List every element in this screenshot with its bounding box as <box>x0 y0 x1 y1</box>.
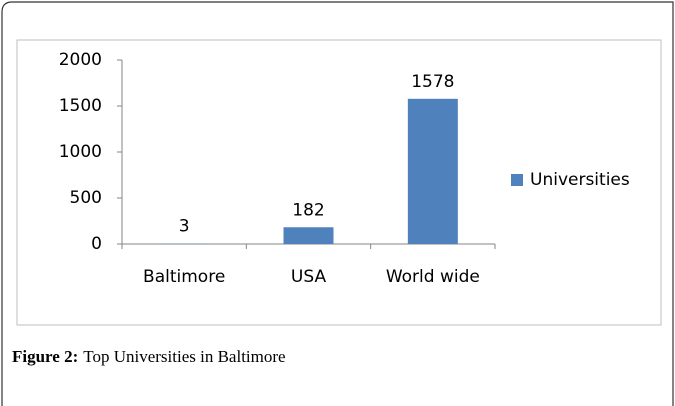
y-tick-label: 1000 <box>59 142 102 162</box>
bar <box>283 227 334 244</box>
chart-frame <box>16 39 662 326</box>
x-tick-label: Baltimore <box>143 267 225 287</box>
caption-label: Figure 2: <box>12 347 78 366</box>
caption: Figure 2: Top Universities in Baltimore <box>12 347 286 366</box>
x-tick-label: USA <box>291 267 327 287</box>
data-label: 1578 <box>411 72 454 92</box>
legend-swatch <box>511 174 523 186</box>
caption-text: Top Universities in Baltimore <box>83 347 285 366</box>
y-tick-label: 2000 <box>59 50 102 70</box>
bar <box>407 98 458 244</box>
data-label: 3 <box>179 217 190 237</box>
y-tick-label: 500 <box>70 188 102 208</box>
y-tick-label: 1500 <box>59 96 102 116</box>
legend-label: Universities <box>530 170 630 190</box>
y-tick-label: 0 <box>91 234 102 254</box>
data-label: 182 <box>292 200 324 220</box>
x-tick-label: World wide <box>386 267 480 287</box>
